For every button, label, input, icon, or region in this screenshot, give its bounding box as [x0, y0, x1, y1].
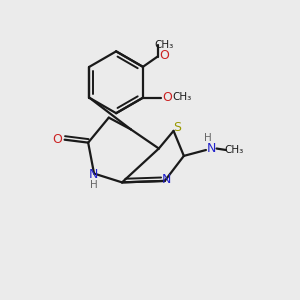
- Text: N: N: [207, 142, 216, 155]
- Text: CH₃: CH₃: [173, 92, 192, 102]
- Text: H: H: [204, 133, 212, 142]
- Text: CH₃: CH₃: [154, 40, 174, 50]
- Text: H: H: [90, 180, 97, 190]
- Text: N: N: [89, 168, 98, 181]
- Text: O: O: [159, 50, 169, 62]
- Text: O: O: [163, 91, 172, 103]
- Text: S: S: [173, 121, 181, 134]
- Text: O: O: [52, 133, 62, 146]
- Text: CH₃: CH₃: [225, 145, 244, 155]
- Text: N: N: [161, 173, 171, 186]
